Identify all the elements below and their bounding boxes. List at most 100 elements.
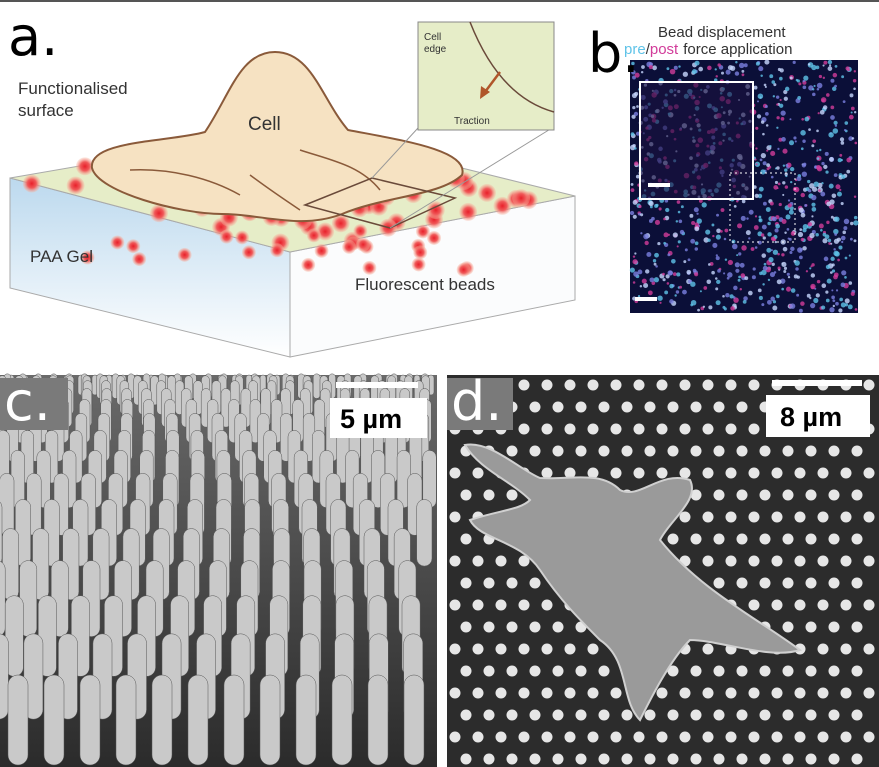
dot — [812, 139, 817, 143]
dot — [787, 199, 791, 202]
pillar-top — [805, 489, 817, 501]
dot — [825, 264, 831, 270]
dot — [702, 305, 706, 308]
dot — [853, 111, 857, 114]
dot — [839, 137, 845, 142]
pillar-top — [759, 665, 771, 677]
dot — [779, 68, 784, 73]
pillar-top — [449, 555, 461, 567]
pillar-top — [828, 665, 840, 677]
pillar-top — [851, 489, 863, 501]
dot — [838, 308, 843, 313]
dot — [662, 278, 666, 282]
label-box — [0, 378, 68, 430]
dot — [765, 207, 771, 212]
pillar-top — [472, 643, 484, 655]
dot — [741, 199, 746, 204]
pillar-top — [817, 731, 829, 743]
bead — [427, 230, 442, 245]
bead — [314, 243, 329, 258]
dot — [741, 69, 745, 73]
dot — [690, 238, 696, 244]
bead — [126, 239, 141, 254]
pillar-top — [690, 533, 702, 545]
dot — [734, 262, 740, 268]
bead — [411, 257, 426, 272]
dot — [837, 158, 842, 163]
dot — [783, 96, 788, 101]
dot — [634, 161, 639, 166]
dot — [839, 297, 844, 302]
dot — [664, 199, 669, 203]
dot — [830, 115, 835, 120]
dot — [805, 270, 809, 273]
dot — [667, 270, 673, 276]
pillar-top — [483, 621, 495, 633]
dot — [653, 277, 660, 283]
pillar-top — [506, 665, 518, 677]
pillar-top — [575, 445, 587, 457]
dot — [652, 259, 657, 263]
pillar-top — [564, 379, 576, 391]
dot — [853, 215, 858, 220]
dot — [795, 267, 799, 271]
dot — [815, 65, 820, 70]
dot — [772, 300, 777, 304]
pillar-top — [690, 753, 702, 765]
dot — [707, 65, 712, 71]
pillar-top — [564, 687, 576, 699]
pillar-top — [460, 577, 472, 589]
dot — [853, 239, 857, 243]
pillar-top — [702, 643, 714, 655]
pillar-top — [541, 423, 553, 435]
dot — [846, 169, 851, 174]
dot — [811, 194, 817, 201]
dot — [753, 85, 758, 90]
dot — [807, 63, 811, 66]
dot — [637, 295, 641, 298]
dot — [630, 132, 635, 136]
dot — [776, 103, 779, 106]
dot — [716, 279, 721, 285]
dot — [762, 132, 765, 136]
dot — [705, 229, 711, 235]
edge-label: edge — [424, 44, 447, 55]
pillar-top — [575, 401, 587, 413]
pillar-top — [621, 401, 633, 413]
dot — [795, 78, 799, 82]
pillar-top — [564, 731, 576, 743]
pillar-top — [656, 687, 668, 699]
dot — [655, 265, 658, 268]
pillar-top — [782, 533, 794, 545]
dot — [633, 111, 639, 117]
dot — [678, 219, 683, 224]
dot — [788, 237, 792, 241]
pillar-top — [736, 533, 748, 545]
dot — [733, 297, 739, 303]
pillar-top — [748, 599, 760, 611]
gel-label: PAA Gel — [30, 247, 93, 266]
pillar — [0, 633, 9, 720]
dot — [680, 205, 684, 209]
pillar-top — [575, 665, 587, 677]
dot — [758, 295, 763, 301]
pillar — [223, 674, 245, 766]
dot — [790, 231, 796, 236]
pillar-top — [771, 467, 783, 479]
bead — [512, 189, 531, 208]
dot — [780, 110, 786, 116]
pillar-top — [656, 379, 668, 391]
dot — [707, 238, 711, 242]
dot — [679, 285, 683, 289]
dot — [826, 93, 830, 97]
dot — [798, 308, 803, 313]
dot — [842, 230, 846, 235]
dot — [635, 174, 640, 179]
pillar-top — [817, 687, 829, 699]
dot — [825, 170, 829, 174]
dot — [759, 158, 763, 162]
pillar-top — [483, 577, 495, 589]
pillar-top — [782, 445, 794, 457]
dot — [741, 73, 745, 77]
pillar-top — [736, 445, 748, 457]
